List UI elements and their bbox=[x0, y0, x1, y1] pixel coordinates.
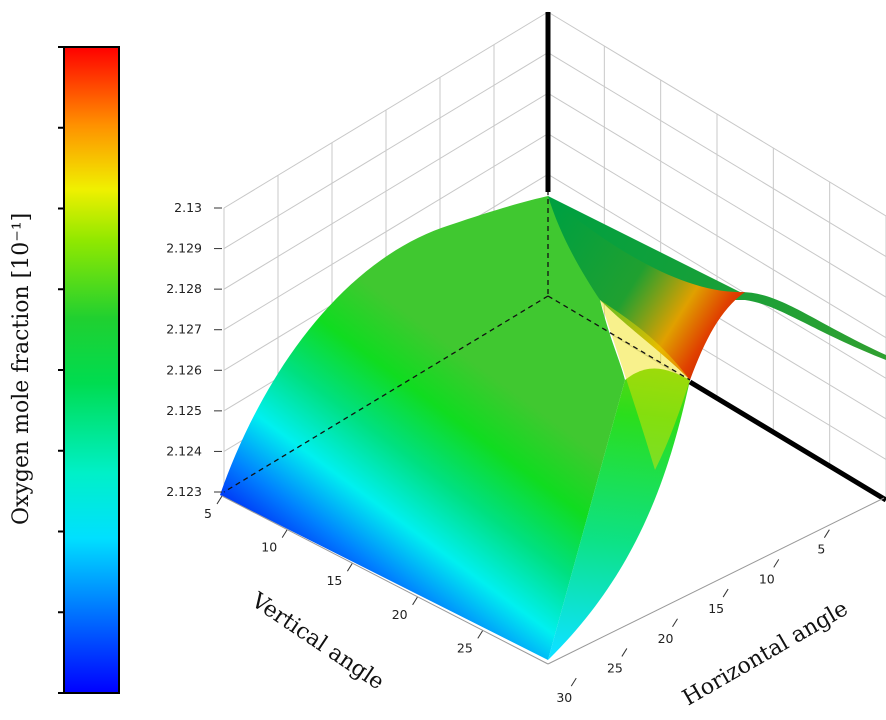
vertical-angle-tick-label: 10 bbox=[261, 540, 277, 555]
heavy-edges bbox=[545, 12, 886, 503]
vertical-angle-tick-mark bbox=[216, 495, 223, 505]
horizontal-angle-tick-label: 30 bbox=[556, 690, 572, 705]
colorbar-label: Oxygen mole fraction [10⁻¹] bbox=[9, 213, 34, 525]
horizontal-angle-tick-label: 25 bbox=[607, 660, 623, 675]
vertical-angle-tick-mark bbox=[477, 630, 484, 639]
grid-line bbox=[223, 133, 549, 331]
vertical-angle-tick-mark bbox=[346, 562, 353, 572]
horizontal-angle-tick-mark bbox=[570, 677, 577, 687]
vertical-angle-label: Vertical angle bbox=[246, 588, 389, 695]
hidden-axes bbox=[223, 190, 691, 493]
z-tick-label: 2.124 bbox=[166, 443, 202, 458]
horizontal-angle-tick-mark bbox=[773, 559, 780, 568]
front-left-edge bbox=[221, 495, 549, 665]
front-right-edge bbox=[547, 497, 885, 665]
horizontal-angle-tick-label: 10 bbox=[759, 571, 775, 586]
z-tick-label: 2.128 bbox=[166, 281, 202, 296]
horizontal-angle-tick-label: 20 bbox=[658, 631, 674, 646]
grid-line bbox=[223, 11, 549, 209]
z-tick-label: 2.123 bbox=[166, 484, 202, 499]
z-tick-label: 2.129 bbox=[166, 241, 202, 256]
grid-line bbox=[547, 133, 886, 339]
surface-right-face bbox=[548, 368, 690, 660]
vertical-angle-tick-label: 20 bbox=[392, 607, 408, 622]
horizontal-angle-tick-mark bbox=[672, 618, 678, 628]
horizontal-angle-tick-mark bbox=[823, 529, 830, 538]
vertical-angle-tick-mark bbox=[281, 529, 288, 538]
grid-line bbox=[547, 52, 886, 257]
z-tick-label: 2.127 bbox=[166, 322, 202, 337]
grid-line bbox=[223, 52, 549, 249]
horizontal-angle-tick-label: 5 bbox=[817, 542, 825, 557]
z-tick-label: 2.125 bbox=[166, 403, 202, 418]
surface-ridge-glow bbox=[600, 300, 690, 470]
grid-line bbox=[547, 11, 886, 217]
vertical-angle-tick-label: 5 bbox=[204, 506, 212, 521]
surface-back-slope bbox=[548, 196, 886, 360]
grid-line bbox=[547, 173, 886, 379]
surface-left-face bbox=[220, 196, 625, 660]
surface bbox=[220, 196, 886, 660]
vertical-angle-tick-label: 25 bbox=[457, 640, 473, 655]
grid-line bbox=[547, 92, 886, 298]
grid-line bbox=[223, 92, 549, 290]
surface-ridge bbox=[548, 196, 745, 380]
z-tick-label: 2.126 bbox=[166, 362, 202, 377]
horizontal-angle-label: Horizontal angle bbox=[679, 596, 853, 711]
horizontal-angle-tick-mark bbox=[722, 588, 729, 598]
colorbar-gradient bbox=[63, 46, 120, 694]
horizontal-angle-tick-mark bbox=[621, 648, 628, 657]
horizontal-angle-tick-label: 15 bbox=[708, 601, 724, 616]
z-tick-label: 2.13 bbox=[174, 200, 202, 215]
vertical-angle-tick-label: 15 bbox=[326, 573, 342, 588]
vertical-angle-tick-mark bbox=[412, 596, 419, 606]
